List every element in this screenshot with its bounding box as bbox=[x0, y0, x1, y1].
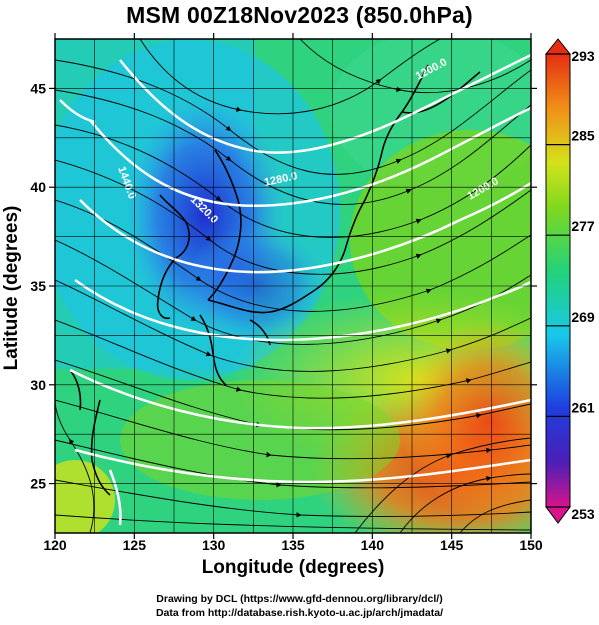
y-tick-label: 45 bbox=[30, 80, 46, 96]
colorbar-tick-label: 253 bbox=[571, 506, 595, 522]
x-tick-label: 125 bbox=[123, 537, 147, 553]
y-tick-label: 30 bbox=[30, 377, 46, 393]
colorbar-bottom-triangle bbox=[545, 506, 571, 524]
x-tick-label: 145 bbox=[440, 537, 464, 553]
colorbar-tick-label: 285 bbox=[571, 128, 595, 144]
chart-title: MSM 00Z18Nov2023 (850.0hPa) bbox=[126, 2, 473, 28]
x-tick-label: 135 bbox=[281, 537, 305, 553]
credit-line-drawing: Drawing by DCL (https://www.gfd-dennou.o… bbox=[156, 593, 443, 605]
colorbar-ticks: 293 285 277 269 261 253 bbox=[546, 48, 595, 522]
y-tick-label: 35 bbox=[30, 278, 46, 294]
x-tick-label: 140 bbox=[361, 537, 385, 553]
colorbar-tick-label: 277 bbox=[571, 218, 595, 234]
coastlines bbox=[69, 64, 481, 496]
x-tick-label: 150 bbox=[519, 537, 543, 553]
colorbar-top-triangle bbox=[544, 38, 572, 55]
colorbar-tick-label: 261 bbox=[571, 399, 595, 415]
x-axis: 120 125 130 135 140 145 150 bbox=[43, 33, 543, 553]
y-axis: 25 30 35 40 45 bbox=[30, 80, 537, 492]
credit-line-data: Data from http://database.rish.kyoto-u.a… bbox=[155, 607, 444, 619]
y-tick-label: 40 bbox=[30, 179, 46, 195]
x-tick-label: 120 bbox=[43, 537, 67, 553]
y-axis-label: Latitude (degrees) bbox=[1, 205, 22, 371]
height-contours bbox=[59, 53, 531, 526]
colorbar bbox=[544, 38, 572, 524]
colorbar-gradient bbox=[545, 53, 571, 508]
y-tick-label: 25 bbox=[30, 476, 46, 492]
colorbar-tick-label: 269 bbox=[571, 309, 595, 325]
x-tick-label: 130 bbox=[202, 537, 226, 553]
x-axis-label: Longitude (degrees) bbox=[201, 557, 385, 578]
colorbar-tick-label: 293 bbox=[571, 48, 595, 64]
